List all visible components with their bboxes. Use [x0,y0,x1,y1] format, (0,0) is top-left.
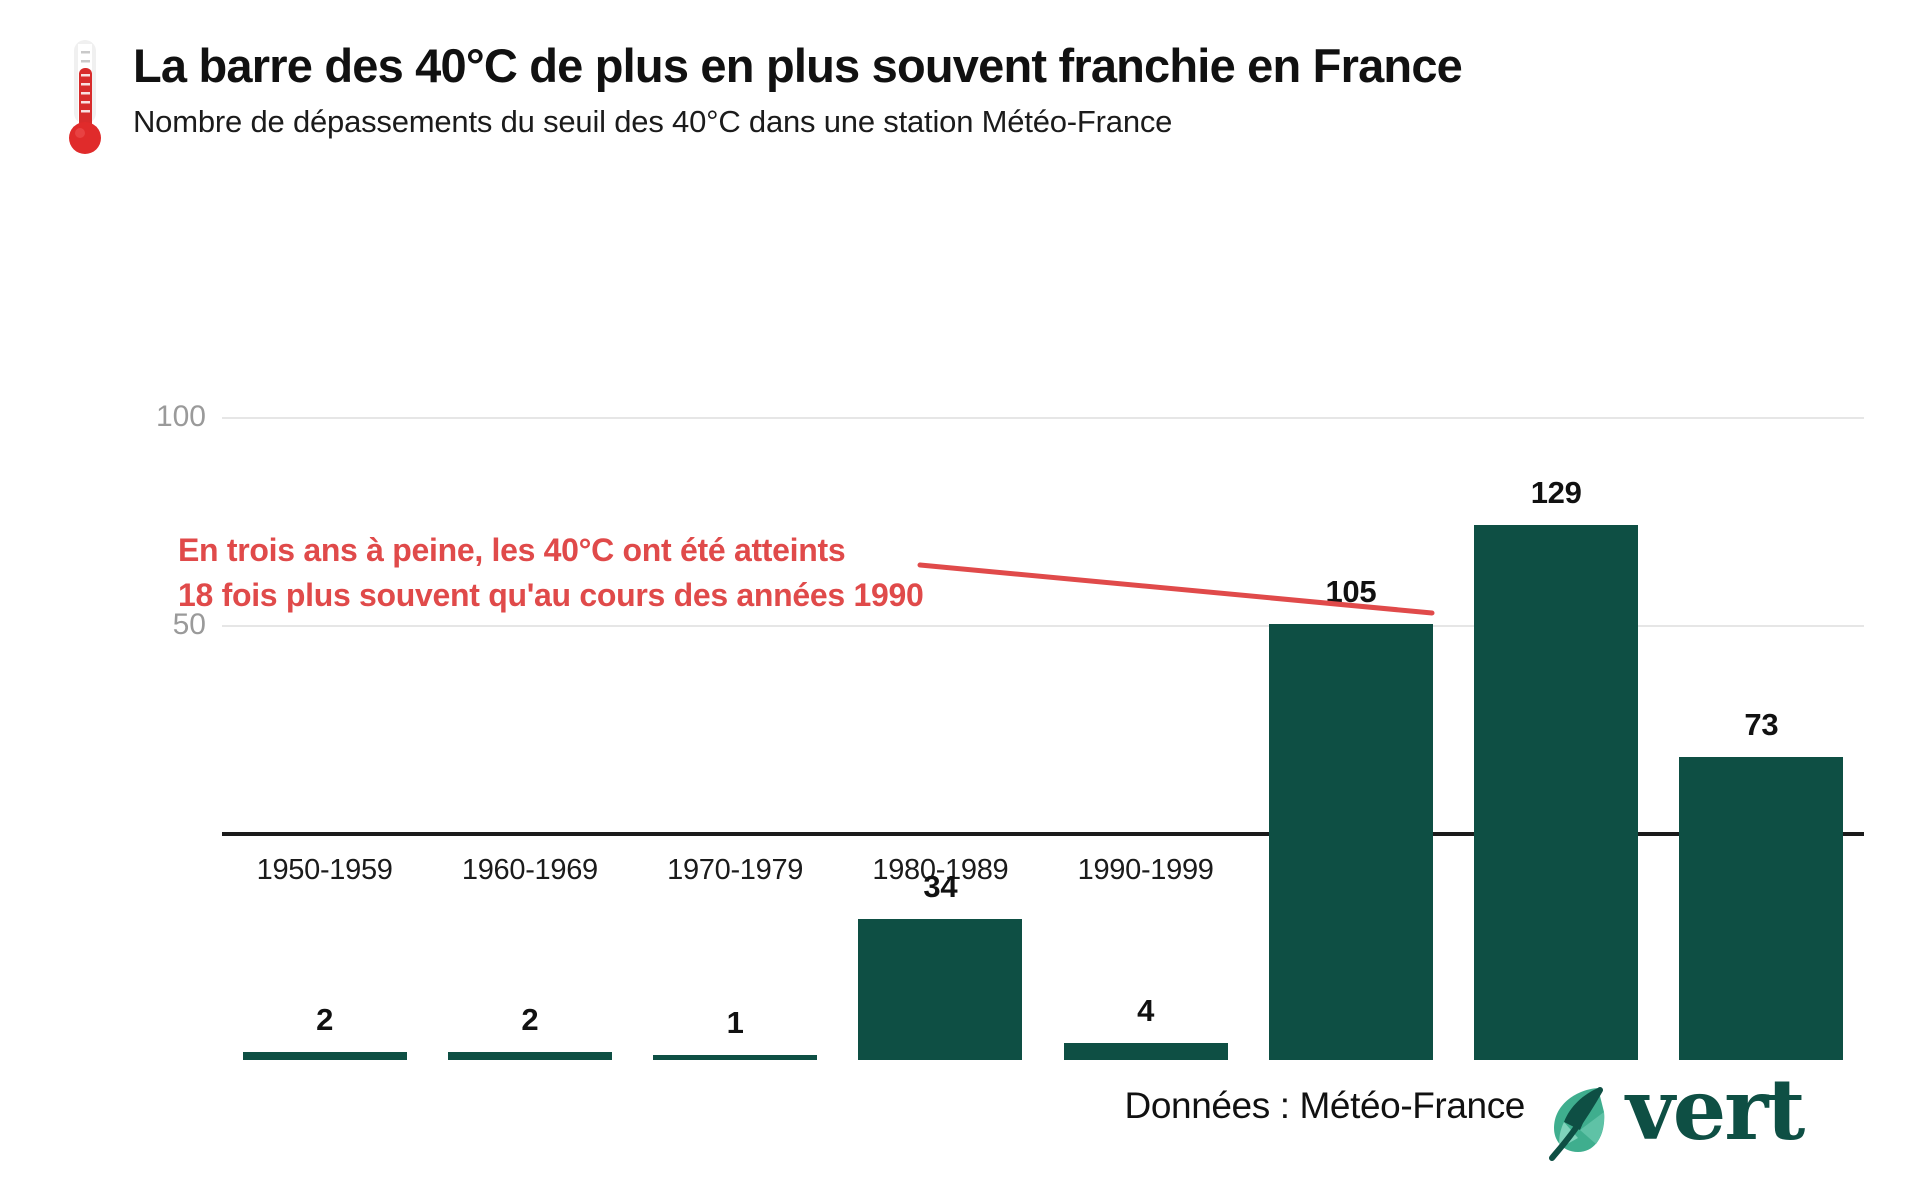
chart-footer: Données : Météo-France vert [0,1060,1920,1200]
y-tick-label-50: 50 [172,607,206,641]
annotation-line-1: En trois ans à peine, les 40°C ont été a… [178,532,846,568]
chart-header: La barre des 40°C de plus en plus souven… [0,0,1920,160]
page-title: La barre des 40°C de plus en plus souven… [133,39,1463,92]
bar-value-label-1980-1989: 34 [923,868,958,904]
bar-group: 4 [1043,388,1248,1060]
data-source: Données : Météo-France [1124,1085,1526,1126]
bar-group: 2 [427,388,632,1060]
bar-value-label-2000-2009: 105 [1325,574,1377,610]
bar-group: 105 [1248,388,1453,1060]
leaf-icon [1549,1087,1605,1161]
plot-area: 1950-1959 2 1960-1969 2 1970-1979 1 1980-1989 3… [222,160,1864,1060]
bar-group: 34 [838,388,1043,1060]
x-axis-label-1990-1999: 1990-1999 [1077,854,1214,886]
bar-value-label-2010-2019: 129 [1530,474,1582,510]
y-tick-label-100: 100 [155,400,206,433]
x-axis-label-1960-1969: 1960-1969 [461,854,598,886]
bar-chart: 50 100 1950-1959 2 1960-1969 2 1970-1979 1 1980… [0,160,1920,1060]
bar-2010-2019[interactable] [1474,524,1639,1060]
bar-1990-1999[interactable] [1063,1043,1228,1060]
bar-1960-1969[interactable] [447,1051,612,1060]
chart-subtitle: Nombre de dépassements du seuil des 40°C… [133,104,1173,139]
bar-group: 129 [1454,388,1659,1060]
bar-value-label-1970-1979: 1 [726,1005,744,1040]
x-axis-label-1950-1959: 1950-1959 [256,854,393,886]
bar-group: 2 [222,388,427,1060]
bar-1980-1989[interactable] [858,918,1023,1060]
bar-group: 1 [633,388,838,1060]
bar-value-label-1960-1969: 2 [521,1001,539,1037]
annotation-line-2: 18 fois plus souvent qu'au cours des ann… [178,577,924,614]
bar-value-label-1950-1959: 2 [316,1001,334,1037]
gridline-100 [222,417,1864,419]
bar-1950-1959[interactable] [242,1051,407,1060]
gridline-50 [222,624,1864,627]
bar-2000-2009[interactable] [1268,624,1433,1060]
thermometer-icon [69,40,101,154]
bar-1970-1979[interactable] [653,1055,818,1060]
logo-wordmark: vert [1626,1060,1805,1159]
x-axis-label-1980-1989: 1980-1989 [872,854,1009,886]
bar-value-label-1990-1999: 4 [1137,993,1155,1029]
x-axis-line [222,832,1864,836]
x-axis-label-1970-1979: 1970-1979 [667,854,804,886]
vert-logo[interactable]: vert [1540,1068,1890,1170]
bar-group: 73 [1659,388,1864,1060]
bar-2020-2022[interactable] [1679,757,1844,1060]
bar-value-label-2020-2022: 73 [1744,707,1779,743]
annotation-text: En trois ans à peine, les 40°C ont été a… [178,528,924,619]
